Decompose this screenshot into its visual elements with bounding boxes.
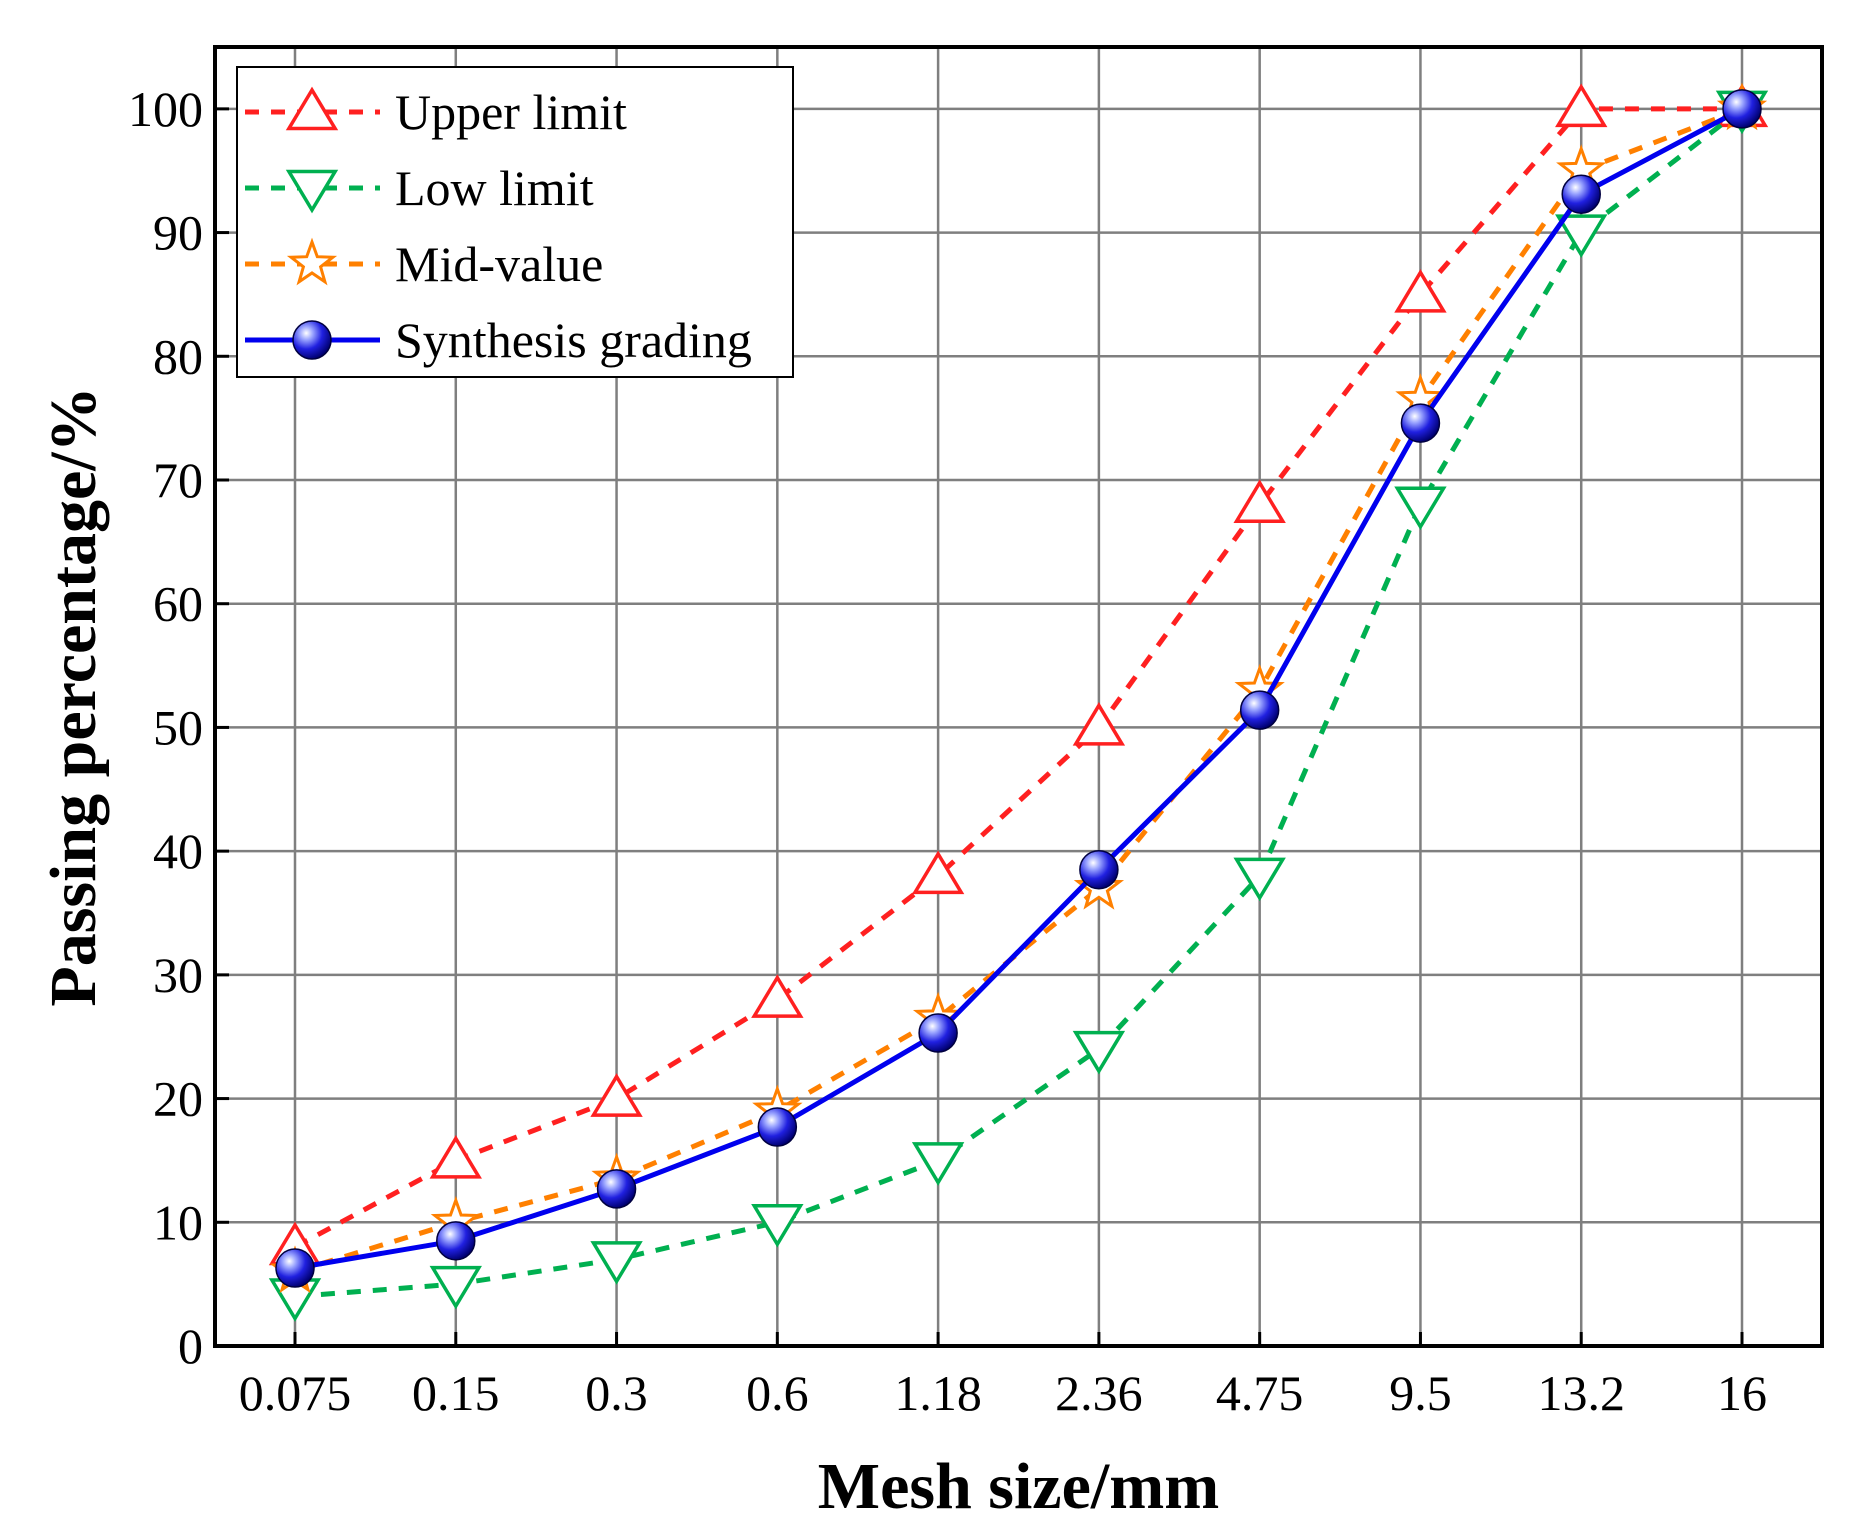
x-tick-label: 9.5 <box>1389 1365 1452 1421</box>
legend: Upper limit Low limit Mid-value Synthesis g… <box>236 66 794 378</box>
legend-swatch-marker <box>285 86 339 131</box>
data-point-low-limit <box>1072 1030 1126 1075</box>
data-point-synthesis-grading <box>1400 403 1441 443</box>
data-point-low-limit <box>1555 214 1608 258</box>
data-point-low-limit <box>1233 857 1286 902</box>
data-point-upper-limit <box>1233 479 1286 523</box>
data-point-synthesis-grading <box>1722 89 1762 129</box>
data-point-synthesis-grading <box>918 1013 958 1053</box>
x-axis-title: Mesh size/mm <box>818 1450 1219 1523</box>
data-point-low-limit <box>429 1265 482 1310</box>
y-tick-label: 40 <box>153 823 203 879</box>
y-tick-label: 80 <box>153 328 203 384</box>
y-tick-label: 20 <box>153 1071 203 1127</box>
x-tick-label: 0.075 <box>239 1365 352 1421</box>
series-group <box>268 82 1769 1322</box>
data-point-synthesis-grading <box>757 1107 798 1147</box>
data-point-low-limit <box>590 1241 643 1285</box>
x-tick-label: 16 <box>1717 1365 1767 1421</box>
legend-swatch-marker <box>286 237 338 286</box>
axis-ticks: 0.075 0.15 0.3 0.6 1.18 2.36 4.75 9.5 13.2 16 0 10 2… <box>128 81 1767 1421</box>
data-point-synthesis-grading <box>436 1221 476 1261</box>
x-tick-label: 2.36 <box>1055 1365 1143 1421</box>
y-tick-label: 70 <box>153 452 203 508</box>
legend-label: Low limit <box>395 160 594 216</box>
y-tick-label: 60 <box>153 576 203 632</box>
y-tick-label: 10 <box>153 1194 203 1250</box>
y-axis-title: Passing percentage/% <box>37 386 110 1006</box>
data-point-upper-limit <box>911 850 965 895</box>
legend-item-low-limit: Low limit <box>245 160 594 216</box>
x-tick-label: 0.15 <box>412 1365 500 1421</box>
y-tick-label: 30 <box>153 947 203 1003</box>
data-point-upper-limit <box>751 974 804 1018</box>
data-point-low-limit <box>751 1204 804 1248</box>
legend-item-synthesis-grading: Synthesis grading <box>245 312 752 368</box>
series-line-low-limit <box>294 106 1744 1299</box>
x-tick-label: 4.75 <box>1216 1365 1304 1421</box>
data-point-low-limit <box>1394 486 1447 531</box>
data-point-upper-limit <box>1394 269 1447 313</box>
y-tick-label: 50 <box>153 699 203 755</box>
y-tick-label: 100 <box>128 81 203 137</box>
legend-swatch-marker <box>292 320 332 360</box>
series-synthesis-grading <box>275 89 1762 1288</box>
y-tick-label: 90 <box>153 205 203 261</box>
legend-label: Synthesis grading <box>395 312 752 368</box>
legend-swatch-marker <box>285 169 339 214</box>
data-point-upper-limit <box>1555 83 1608 128</box>
data-point-upper-limit <box>1072 702 1126 746</box>
x-tick-label: 13.2 <box>1537 1365 1625 1421</box>
series-line-synthesis-grading <box>294 106 1744 1271</box>
data-point-upper-limit <box>429 1135 482 1179</box>
x-tick-label: 1.18 <box>894 1365 982 1421</box>
legend-label: Upper limit <box>395 84 627 140</box>
legend-label: Mid-value <box>395 236 603 292</box>
series-line-upper-limit <box>293 106 1742 1250</box>
plot-frame <box>213 45 1824 1348</box>
data-point-synthesis-grading <box>596 1169 637 1209</box>
x-tick-label: 0.6 <box>746 1365 809 1421</box>
data-point-upper-limit <box>590 1073 643 1117</box>
legend-item-mid-value: Mid-value <box>245 236 603 292</box>
data-point-low-limit <box>911 1142 965 1186</box>
data-point-synthesis-grading <box>1239 690 1280 730</box>
data-point-synthesis-grading <box>1079 849 1119 890</box>
data-point-synthesis-grading <box>275 1248 315 1288</box>
y-tick-label: 0 <box>178 1318 203 1374</box>
legend-item-upper-limit: Upper limit <box>245 84 627 140</box>
x-tick-label: 0.3 <box>585 1365 648 1421</box>
data-point-synthesis-grading <box>1561 174 1601 214</box>
